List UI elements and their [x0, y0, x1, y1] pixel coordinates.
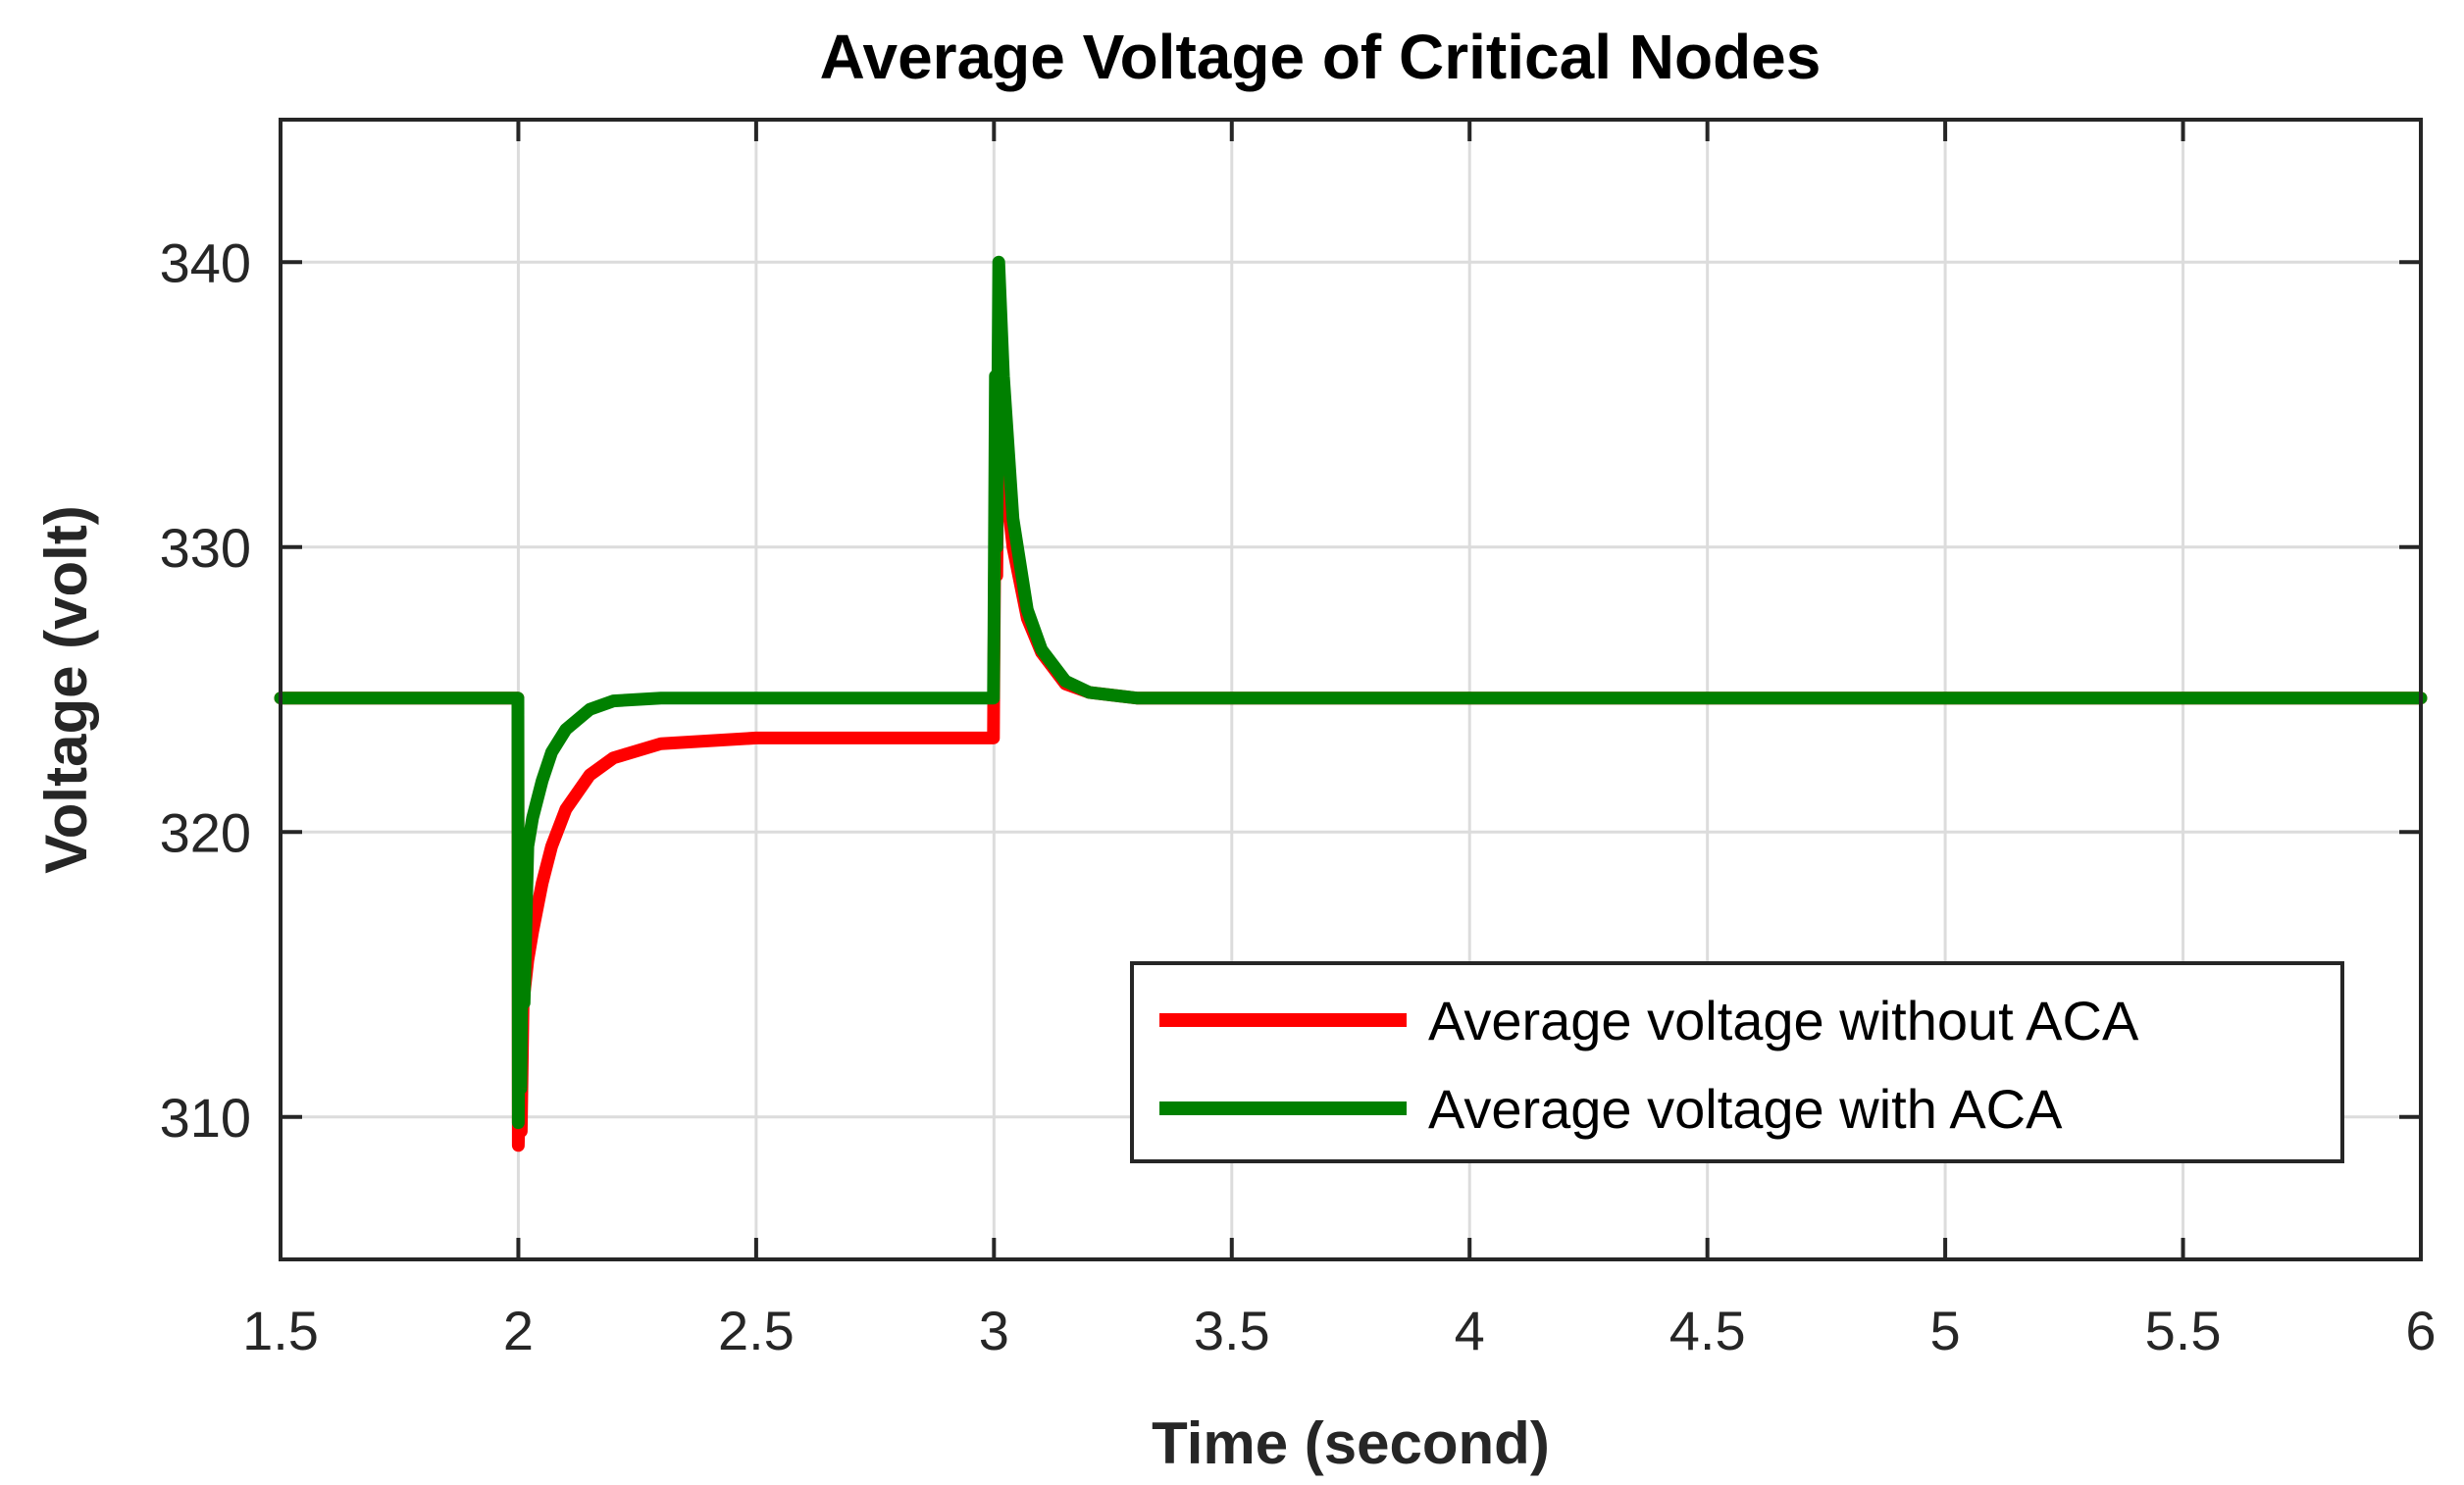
y-tick-label: 310 — [160, 1087, 251, 1149]
x-tick-label: 3.5 — [1194, 1300, 1270, 1361]
series-layer — [274, 255, 2428, 1152]
x-tick-label: 4.5 — [1669, 1300, 1746, 1361]
legend-label-with-aca: Average voltage with ACA — [1428, 1078, 2063, 1140]
x-tick-label: 2.5 — [718, 1300, 795, 1361]
y-axis-label: Voltage (volt) — [33, 505, 99, 874]
legend-label-without-aca: Average voltage without ACA — [1428, 990, 2139, 1051]
chart-title: Average Voltage of Critical Nodes — [820, 22, 1822, 92]
x-tick-label: 2 — [503, 1300, 534, 1361]
x-tick-label: 1.5 — [242, 1300, 319, 1361]
x-tick-label: 6 — [2405, 1300, 2436, 1361]
ticks: 1.5 2 2.5 3 3.5 4 4.5 5 5.5 6 310 320 330 340 — [160, 120, 2437, 1361]
y-tick-label: 340 — [160, 231, 251, 293]
x-tick-label: 4 — [1455, 1300, 1485, 1361]
y-tick-label: 330 — [160, 517, 251, 579]
x-tick-label: 5.5 — [2145, 1300, 2222, 1361]
x-tick-label: 3 — [979, 1300, 1009, 1361]
series-line-with-aca — [274, 255, 2428, 1130]
x-axis-label: Time (second) — [1152, 1410, 1550, 1476]
x-tick-label: 5 — [1930, 1300, 1961, 1361]
y-tick-label: 320 — [160, 801, 251, 863]
legend: Average voltage without ACA Average volt… — [1130, 961, 2344, 1163]
plot-frame — [279, 118, 2423, 1261]
legend-box — [1130, 961, 2344, 1163]
grid — [279, 120, 2423, 1259]
